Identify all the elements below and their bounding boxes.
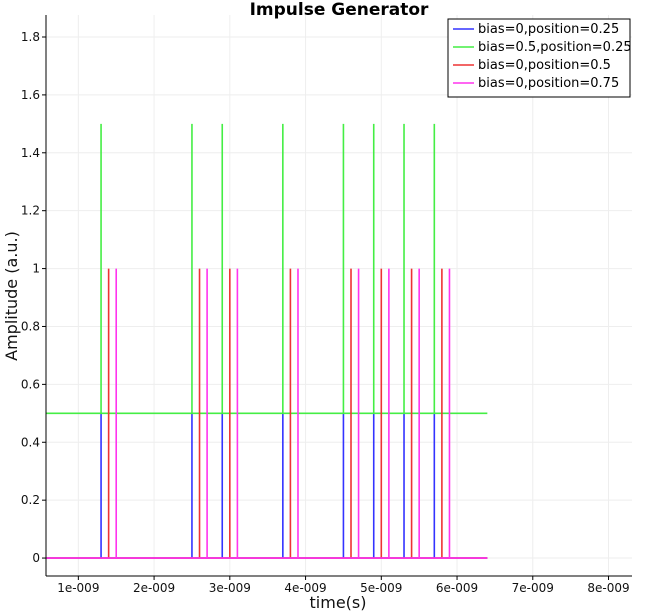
legend-box [447, 18, 631, 98]
series-line-0 [46, 413, 488, 559]
y-tick-label: 1.2 [21, 204, 40, 218]
y-tick-label: 1.4 [21, 146, 40, 160]
x-tick-label: 8e-009 [587, 581, 629, 595]
y-tick-label: 0.6 [21, 377, 40, 391]
y-axis-label: Amplitude (a.u.) [2, 231, 21, 361]
series-line-1 [46, 123, 488, 415]
legend-label: bias=0,position=0.5 [478, 58, 611, 73]
legend-label: bias=0.5,position=0.25 [478, 40, 632, 55]
y-tick-label: 0 [32, 551, 40, 565]
x-tick-label: 2e-009 [133, 581, 175, 595]
legend: bias=0,position=0.25 bias=0.5,position=0.… [447, 18, 632, 98]
grid [46, 15, 632, 576]
x-tick-label: 6e-009 [436, 581, 478, 595]
x-tick-label: 1e-009 [57, 581, 99, 595]
y-tick-label: 1.6 [21, 88, 40, 102]
y-tick-label: 0.4 [21, 435, 40, 449]
legend-label: bias=0,position=0.75 [478, 76, 619, 91]
x-tick-label: 4e-009 [284, 581, 326, 595]
y-tick-label: 0.8 [21, 319, 40, 333]
y-tick-label: 1.8 [21, 30, 40, 44]
x-axis-label: time(s) [310, 593, 367, 612]
y-tick-label: 0.2 [21, 493, 40, 507]
chart-title: Impulse Generator [250, 0, 429, 20]
ticks: 1e-009 2e-009 3e-009 4e-009 5e-009 6e-009 7e-0… [21, 30, 630, 595]
x-tick-label: 3e-009 [209, 581, 251, 595]
legend-label: bias=0,position=0.25 [478, 22, 619, 37]
series-group [46, 123, 488, 559]
x-tick-label: 7e-009 [512, 581, 554, 595]
y-tick-label: 1 [32, 262, 40, 276]
x-tick-label: 5e-009 [360, 581, 402, 595]
series-line-3 [46, 268, 488, 559]
